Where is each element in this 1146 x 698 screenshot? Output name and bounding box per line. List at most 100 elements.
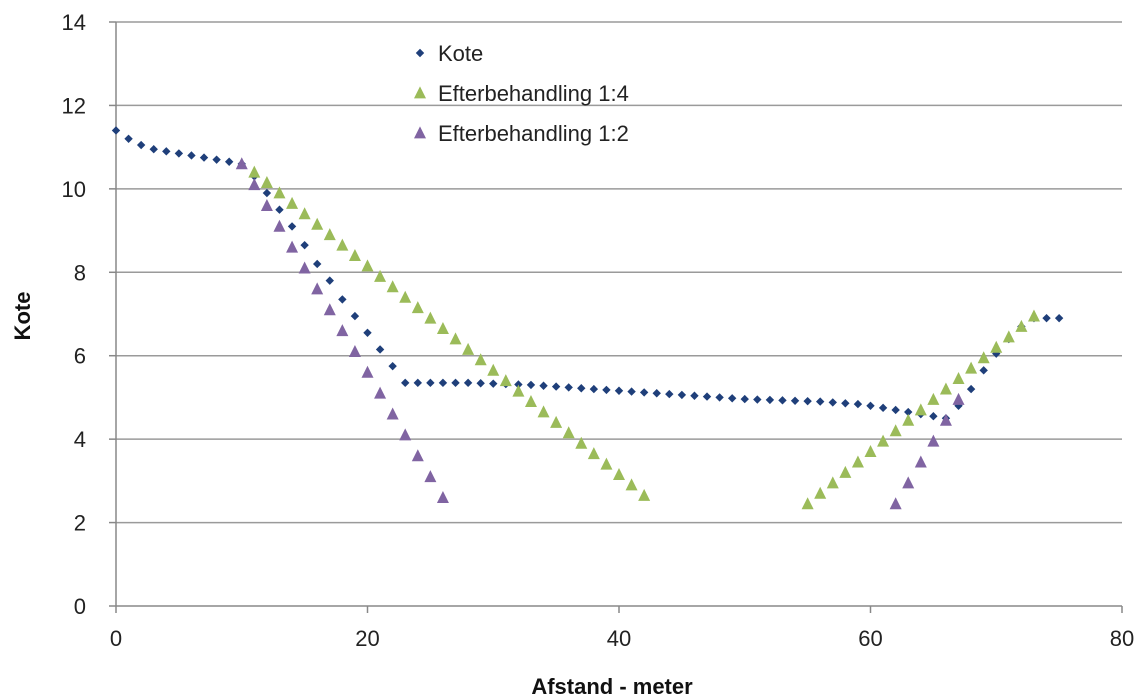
series-0-point-21 — [375, 345, 385, 354]
series-0-point-63 — [904, 407, 913, 417]
legend-marker-1 — [414, 86, 426, 99]
series-0-point-69 — [979, 366, 988, 375]
series-1-point-50 — [1027, 309, 1040, 322]
series-1-point-25 — [562, 426, 575, 439]
series-0-point-8 — [212, 155, 221, 164]
series-1-point-13 — [411, 301, 424, 314]
series-0-point-20 — [363, 328, 372, 337]
series-2-point-10 — [361, 365, 374, 378]
series-1-point-17 — [462, 342, 475, 355]
series-0-point-47 — [702, 392, 712, 401]
series-1-point-23 — [537, 405, 550, 418]
series-2-point-1 — [248, 178, 261, 191]
series-1-point-33 — [814, 486, 827, 499]
series-0-point-50 — [740, 394, 749, 404]
series-2-point-20 — [927, 434, 940, 447]
series-0-point-15 — [300, 240, 309, 250]
series-0-point-32 — [514, 380, 523, 389]
series-0-point-17 — [325, 276, 334, 285]
series-2-point-4 — [286, 240, 299, 253]
series-0-point-3 — [149, 145, 158, 154]
series-1-point-41 — [914, 403, 927, 416]
series-1-point-44 — [952, 372, 965, 385]
series-0-point-9 — [224, 157, 234, 166]
series-0-point-56 — [816, 397, 825, 406]
series-0-point-41 — [627, 387, 636, 396]
series-0-point-1 — [124, 134, 133, 143]
y-tick-label-2: 4 — [74, 427, 86, 452]
series-0-point-36 — [564, 383, 573, 392]
series-1 — [248, 165, 1040, 510]
series-2 — [235, 157, 965, 510]
series-0-point-65 — [929, 412, 938, 421]
series-2-point-14 — [411, 449, 424, 462]
series-2-point-17 — [889, 497, 902, 510]
series-2-point-19 — [914, 455, 927, 468]
axes — [115, 22, 1122, 607]
series-0-point-38 — [589, 384, 599, 394]
series-1-point-47 — [990, 340, 1003, 353]
series-0-point-2 — [136, 140, 146, 150]
series-0-point-42 — [639, 388, 649, 397]
grid-lines — [116, 21, 1122, 524]
series-0-point-28 — [463, 378, 473, 388]
series-0-point-75 — [1054, 313, 1064, 323]
series-0-point-46 — [690, 391, 699, 400]
series-1-point-22 — [524, 395, 537, 407]
series-1-point-6 — [323, 228, 336, 241]
series-0-point-35 — [551, 382, 561, 391]
series-1-point-1 — [260, 176, 273, 188]
series-1-point-10 — [374, 269, 387, 282]
x-axis-title: Afstand - meter — [531, 674, 693, 698]
series-0-point-43 — [652, 389, 661, 398]
series-1-point-42 — [927, 392, 940, 405]
series-1-point-43 — [939, 382, 952, 395]
x-tick-label-4: 80 — [1110, 626, 1134, 651]
series-0-point-27 — [451, 378, 460, 388]
series-1-point-19 — [487, 363, 500, 376]
y-tick-label-6: 12 — [62, 93, 86, 118]
series-0-point-53 — [778, 396, 787, 405]
y-tick-label-1: 2 — [74, 511, 86, 536]
legend-label-0: Kote — [438, 41, 483, 66]
x-tick-label-0: 0 — [110, 626, 122, 651]
series-2-point-7 — [323, 303, 336, 316]
series-1-point-49 — [1015, 319, 1028, 332]
series-1-point-40 — [902, 413, 915, 426]
series-0-point-22 — [388, 361, 397, 371]
series-0-point-29 — [476, 379, 485, 388]
series-0-point-39 — [602, 385, 611, 395]
series-1-point-45 — [965, 361, 978, 374]
series-0-point-14 — [287, 222, 297, 231]
series-0-point-18 — [338, 295, 347, 304]
x-tick-label-2: 40 — [607, 626, 631, 651]
series-2-point-0 — [235, 157, 248, 170]
series-0-point-13 — [275, 205, 284, 214]
series-1-point-20 — [499, 374, 512, 387]
series-0-point-52 — [765, 395, 775, 405]
series-1-point-7 — [336, 238, 349, 251]
series-0-point-30 — [489, 379, 498, 388]
series-2-point-11 — [374, 386, 387, 399]
series-0-point-48 — [715, 393, 724, 402]
series-0-point-44 — [665, 389, 674, 399]
y-axis-title: Kote — [10, 292, 35, 341]
series-0-point-68 — [966, 384, 976, 394]
series-2-point-5 — [298, 261, 311, 274]
y-tick-label-0: 0 — [74, 594, 86, 619]
series-0-point-61 — [878, 403, 888, 413]
series-1-point-8 — [348, 249, 361, 261]
series-0-point-16 — [313, 259, 322, 269]
series-0-point-40 — [614, 386, 624, 395]
series-0-point-33 — [526, 380, 536, 390]
series-1-point-18 — [474, 353, 487, 366]
series-1-point-2 — [273, 186, 286, 199]
y-tick-label-3: 6 — [74, 344, 86, 369]
series-1-point-29 — [613, 468, 625, 480]
series-0-point-5 — [174, 149, 184, 158]
series-0-point-7 — [199, 153, 209, 162]
series-1-point-27 — [587, 447, 600, 460]
series-1-point-39 — [889, 424, 902, 437]
y-tick-label-7: 14 — [62, 10, 86, 35]
